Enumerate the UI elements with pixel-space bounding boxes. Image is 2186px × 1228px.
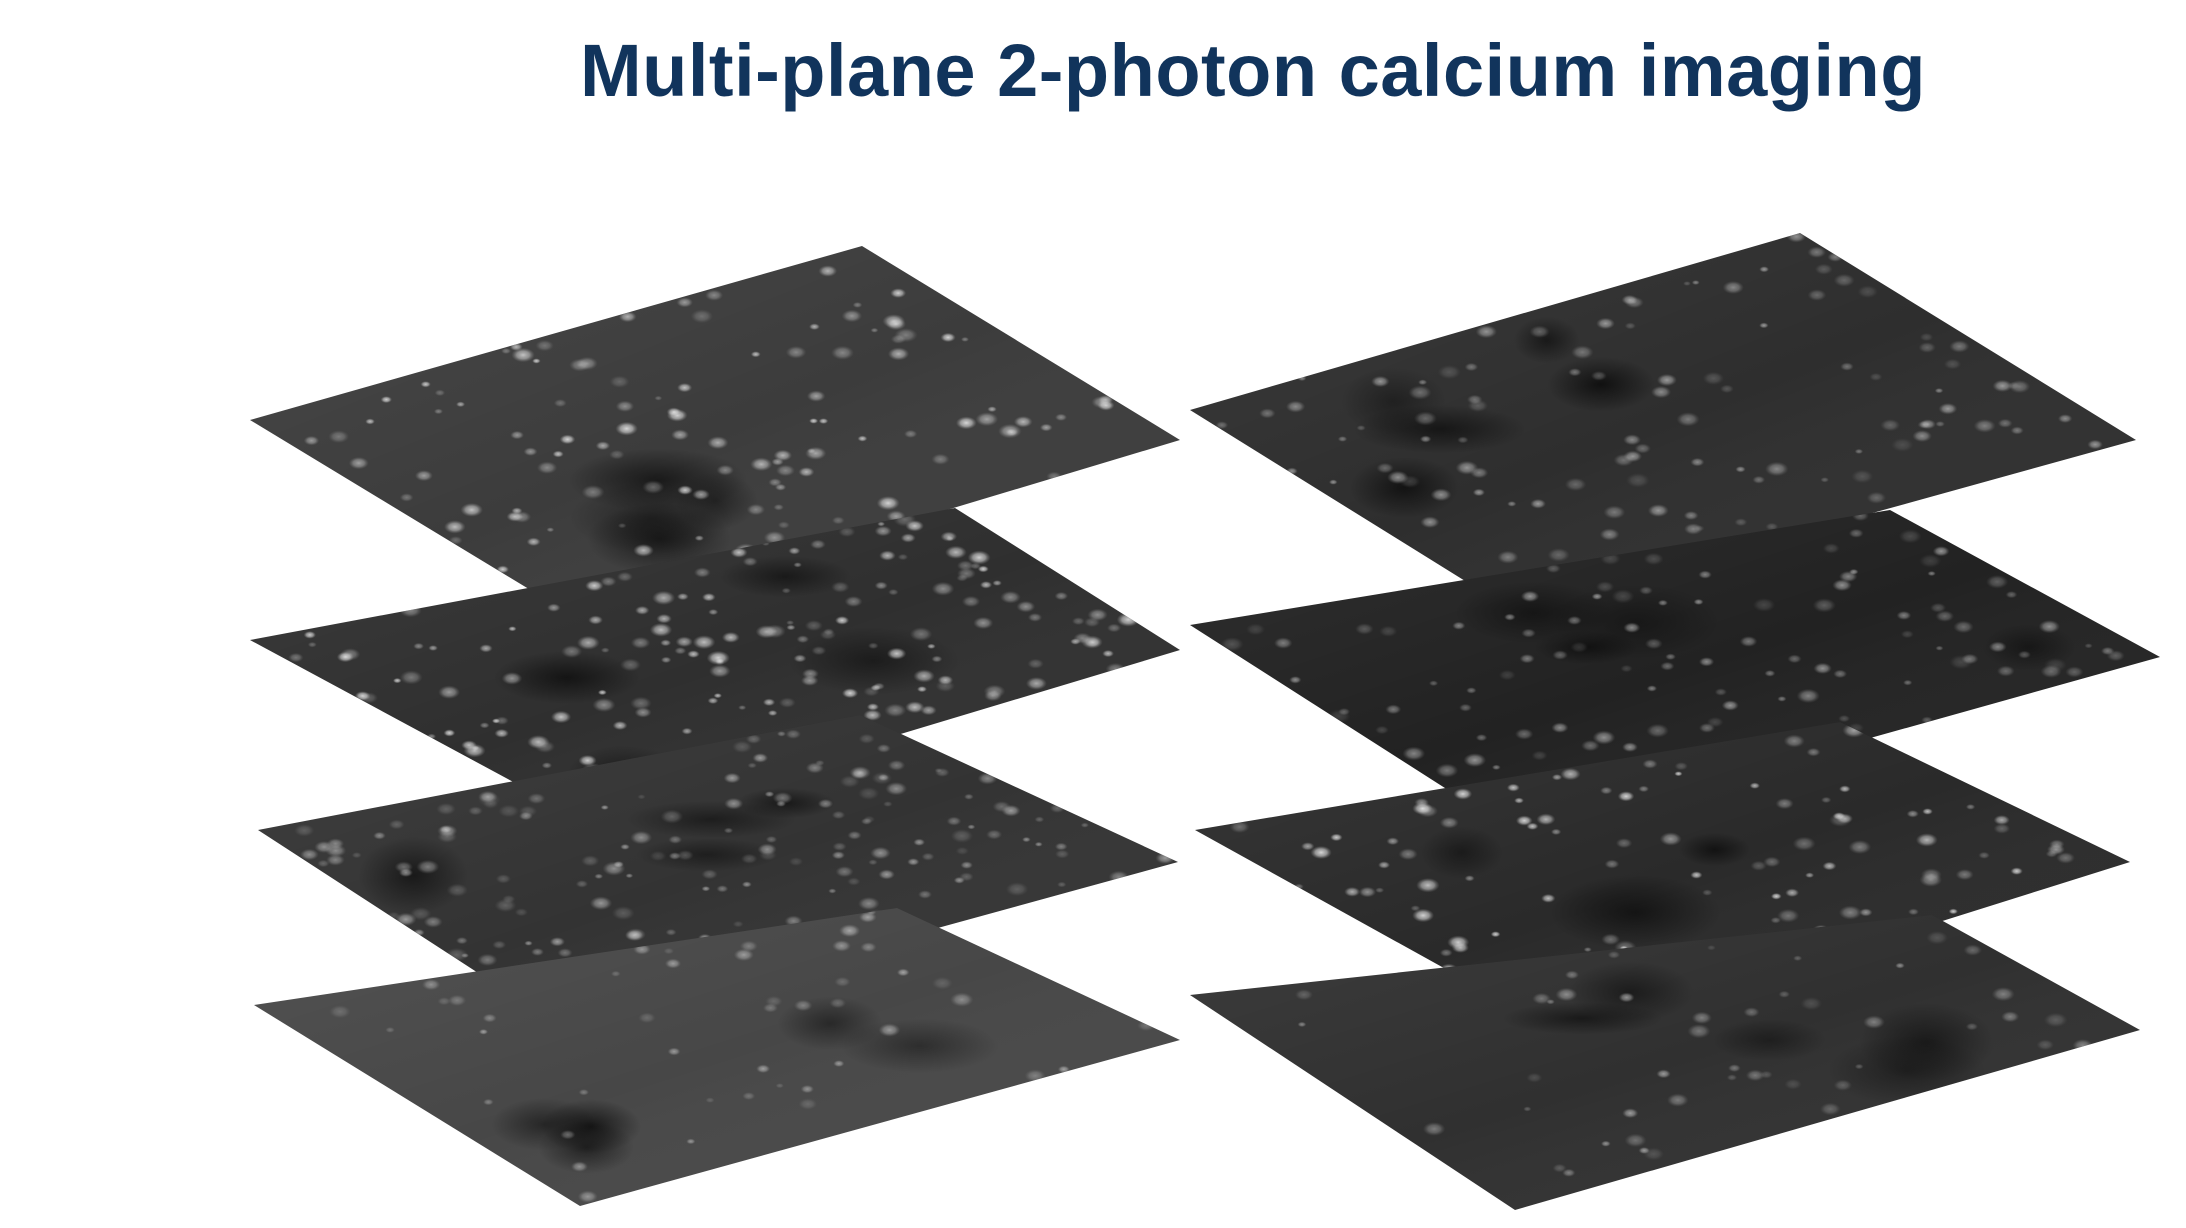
left-stack-plane-4 — [254, 908, 1180, 1206]
right-stack — [1190, 233, 2160, 1210]
right-stack-plane-1 — [1190, 233, 2136, 612]
right-stack-plane-3 — [1195, 722, 2130, 1038]
right-stack-plane-4 — [1190, 915, 2140, 1210]
left-stack-plane-2 — [250, 508, 1180, 826]
left-stack-plane-1 — [250, 246, 1180, 620]
right-stack-plane-2 — [1190, 510, 2160, 836]
left-stack-plane-3 — [258, 715, 1178, 1030]
slide-title: Multi-plane 2-photon calcium imaging — [580, 29, 1926, 112]
left-stack — [250, 246, 1180, 1206]
